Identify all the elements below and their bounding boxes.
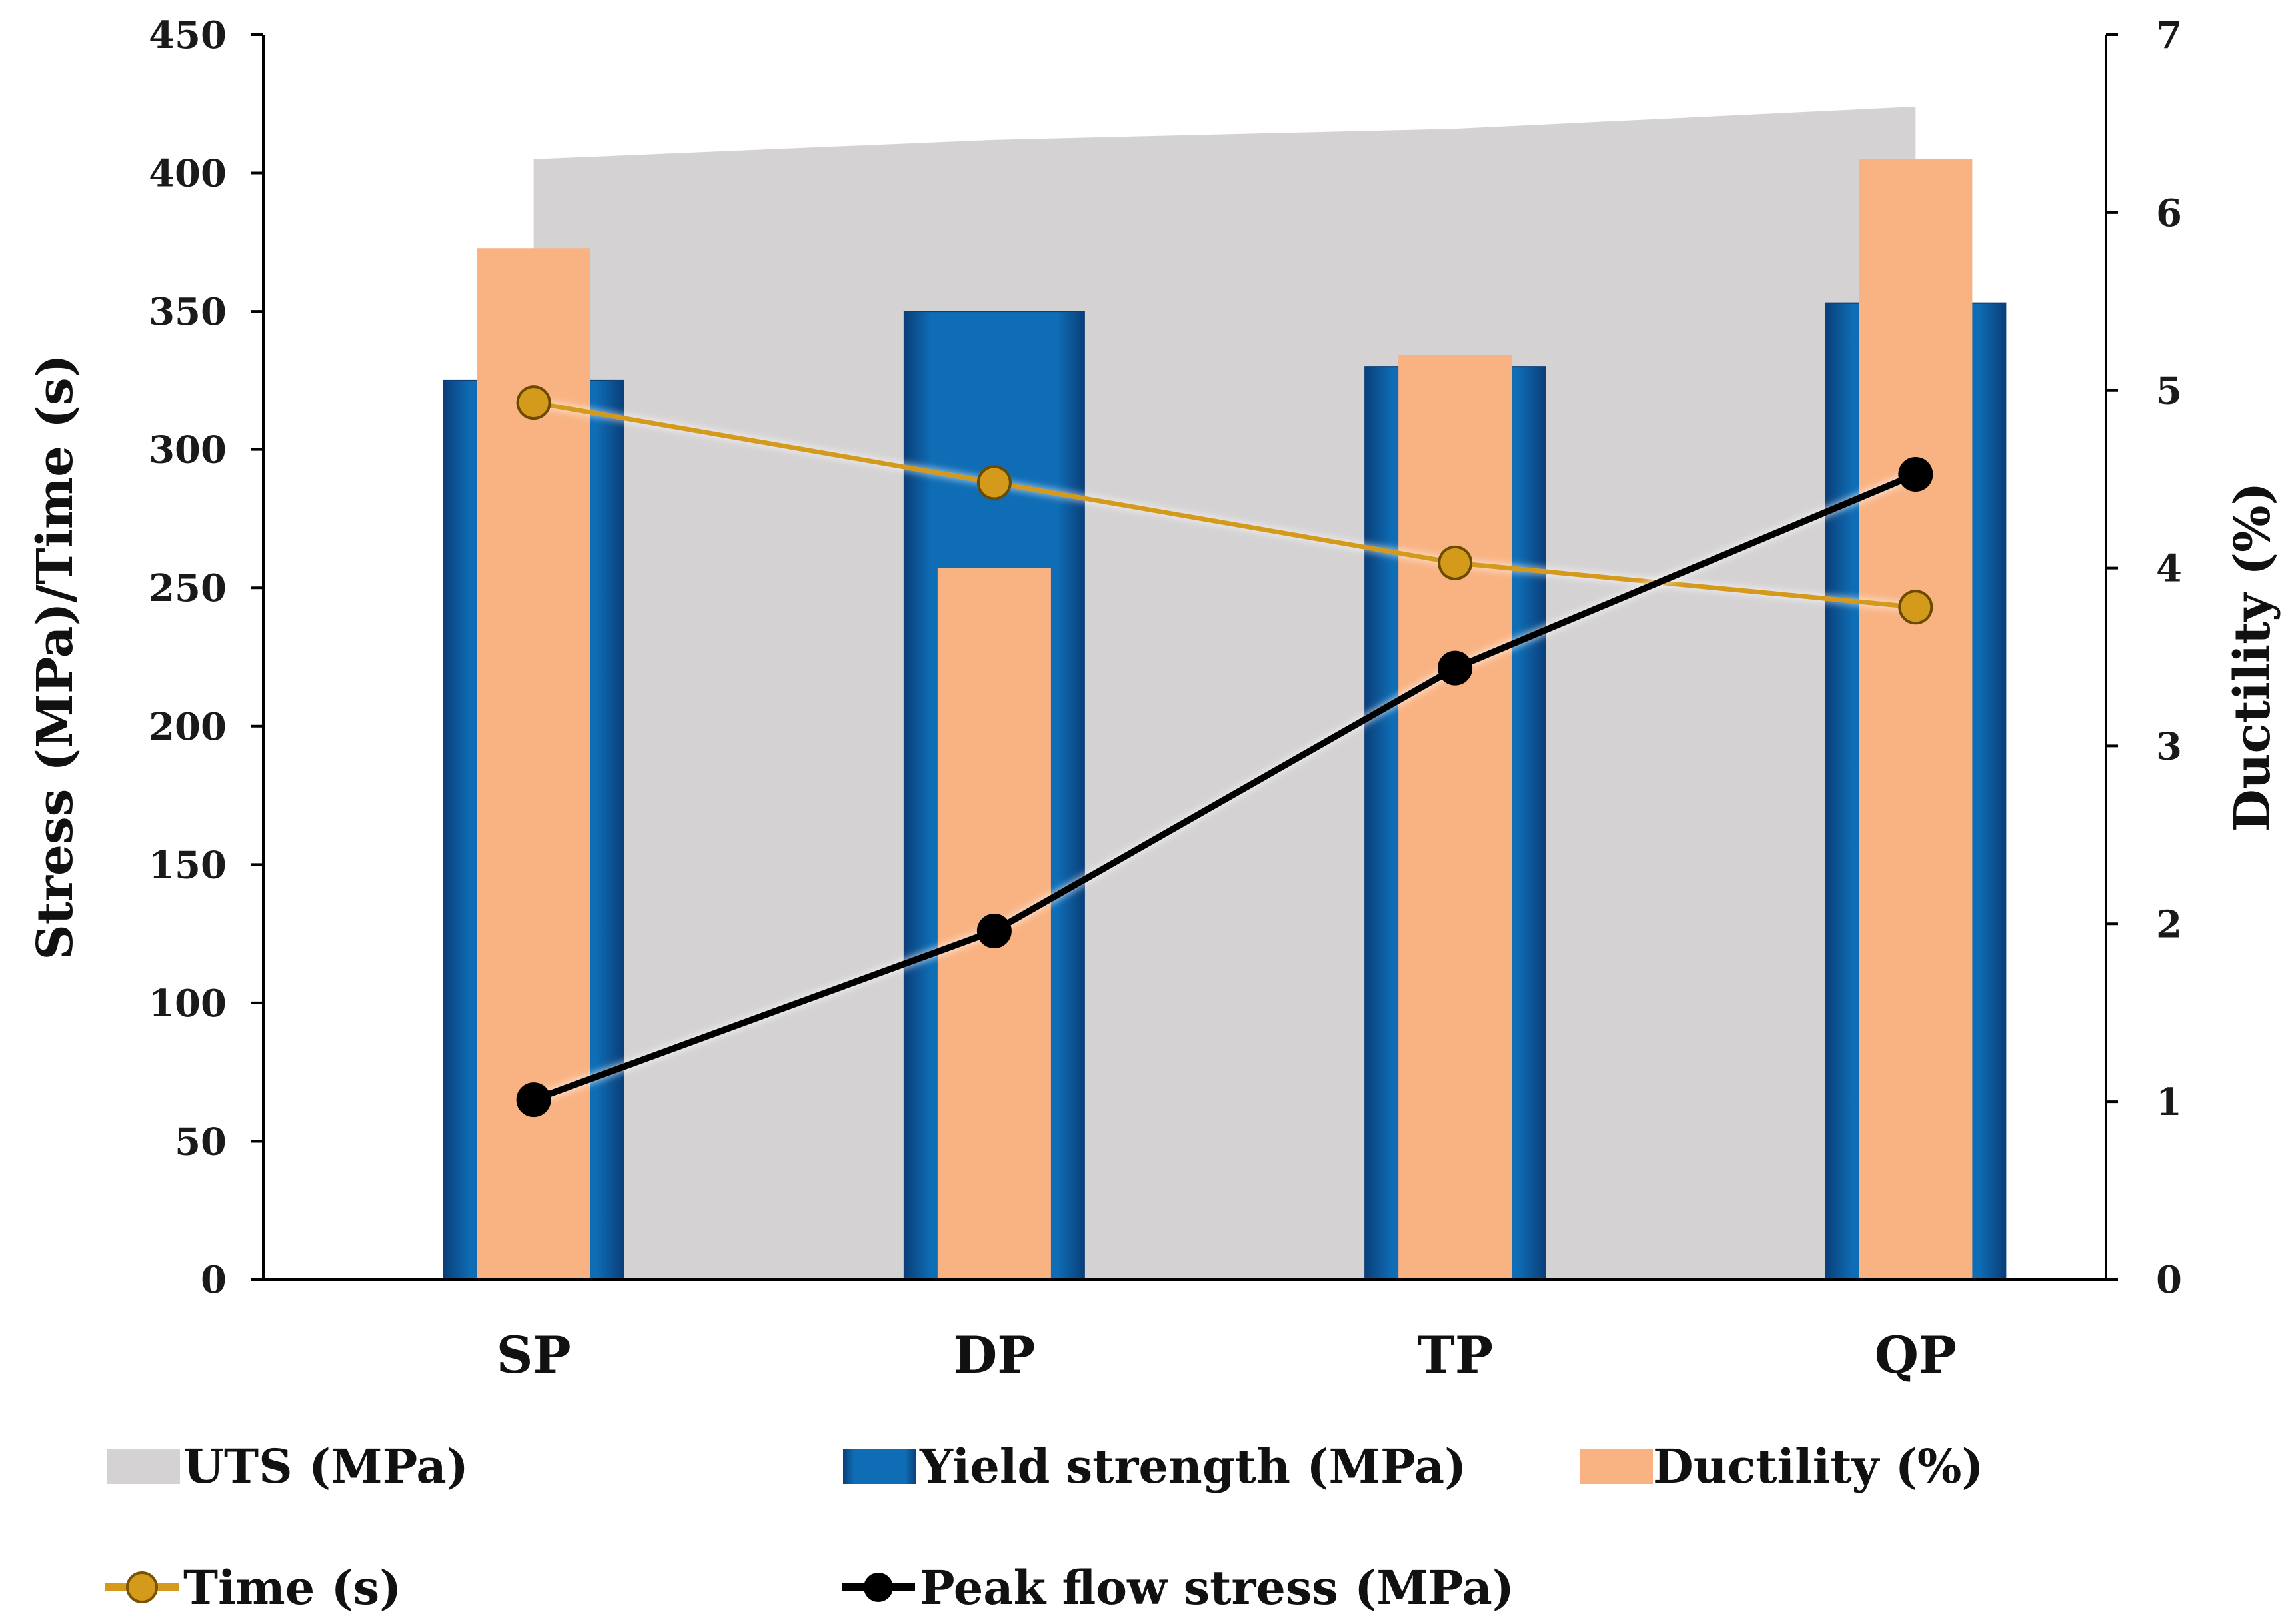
legend: UTS (MPa) Yield strength (MPa) Ductility… [105, 1439, 1983, 1615]
legend-label-peak-flow-stress: Peak flow stress (MPa) [920, 1560, 1514, 1615]
left-tick-label: 450 [149, 13, 227, 57]
peak-flow-stress-point-dp [976, 913, 1012, 948]
peak-flow-stress-point-sp [516, 1082, 551, 1118]
left-tick-label: 350 [149, 290, 227, 334]
plot-area [443, 106, 2007, 1281]
left-tick-label: 250 [149, 566, 227, 610]
category-labels: SP DP TP QP [497, 1325, 1957, 1385]
category-label-sp: SP [497, 1325, 571, 1385]
legend-label-uts: UTS (MPa) [183, 1439, 469, 1494]
legend-item-yield: Yield strength (MPa) [843, 1439, 1466, 1494]
time-point-sp [516, 385, 551, 420]
right-axis-title: Ductility (%) [2224, 482, 2281, 832]
legend-item-peak-flow-stress: Peak flow stress (MPa) [842, 1560, 1514, 1615]
legend-swatch-yield [843, 1449, 916, 1484]
category-label-tp: TP [1417, 1325, 1493, 1385]
category-label-qp: QP [1875, 1325, 1957, 1385]
uts-area [533, 106, 1916, 1279]
time-point-dp [976, 465, 1012, 500]
peak-flow-stress-line [532, 471, 1917, 1103]
right-tick-label: 2 [2156, 902, 2182, 946]
category-label-dp: DP [953, 1325, 1035, 1385]
left-tick-label: 200 [149, 705, 227, 749]
left-axis-title: Stress (MPa)/Time (s) [27, 354, 84, 960]
right-axis-ticks: 0 1 2 3 4 5 6 7 [2106, 13, 2182, 1302]
legend-item-time: Time (s) [105, 1560, 401, 1615]
time-point-tp [1438, 545, 1473, 580]
right-tick-label: 6 [2156, 191, 2182, 235]
legend-label-time: Time (s) [183, 1560, 401, 1615]
legend-label-yield: Yield strength (MPa) [919, 1439, 1466, 1494]
legend-marker-peak-flow-stress [864, 1573, 893, 1602]
legend-swatch-uts [107, 1449, 180, 1484]
right-tick-label: 0 [2156, 1258, 2182, 1302]
left-tick-label: 400 [149, 152, 227, 196]
legend-marker-time [126, 1571, 158, 1603]
time-line [533, 400, 1916, 610]
legend-swatch-ductility [1580, 1449, 1653, 1484]
left-tick-label: 50 [175, 1120, 227, 1164]
left-tick-label: 100 [149, 982, 227, 1026]
ductility-bar-tp [1398, 355, 1512, 1280]
left-axis-ticks: 0 50 100 150 200 250 300 350 400 450 [149, 13, 263, 1302]
right-tick-label: 1 [2156, 1080, 2182, 1124]
left-tick-label: 300 [149, 428, 227, 472]
ductility-bar-qp [1859, 159, 1973, 1279]
right-tick-label: 7 [2156, 13, 2182, 57]
peak-flow-stress-point-qp [1898, 457, 1933, 492]
right-tick-label: 3 [2156, 724, 2182, 768]
legend-item-ductility: Ductility (%) [1580, 1439, 1983, 1494]
time-point-qp [1898, 590, 1933, 625]
peak-flow-stress-point-tp [1438, 650, 1473, 686]
right-tick-label: 5 [2156, 369, 2182, 413]
left-tick-label: 150 [149, 843, 227, 887]
legend-label-ductility: Ductility (%) [1653, 1439, 1983, 1494]
legend-item-uts: UTS (MPa) [107, 1439, 469, 1494]
left-tick-label: 0 [201, 1258, 227, 1302]
right-tick-label: 4 [2156, 547, 2182, 591]
